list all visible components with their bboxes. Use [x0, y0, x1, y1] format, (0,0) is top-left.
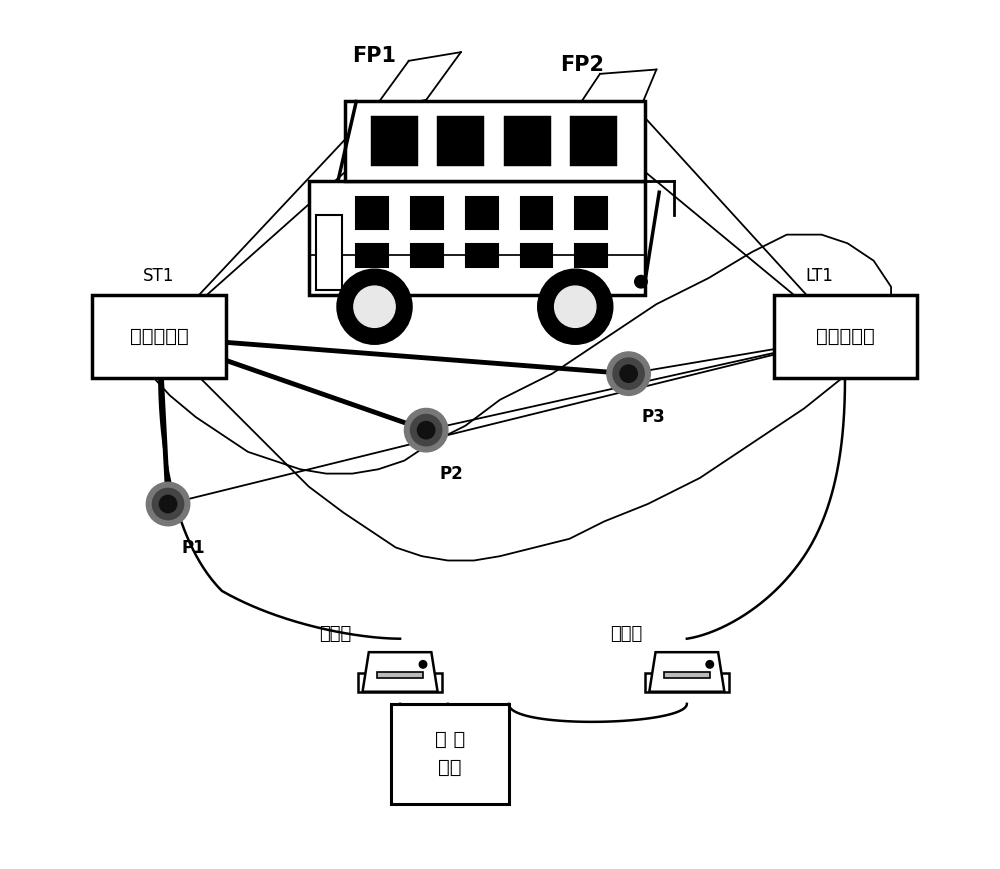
Text: 控制器: 控制器 — [610, 626, 642, 643]
FancyBboxPatch shape — [358, 673, 442, 692]
FancyBboxPatch shape — [505, 117, 550, 165]
Circle shape — [404, 408, 448, 452]
Circle shape — [419, 660, 427, 668]
FancyBboxPatch shape — [309, 181, 645, 295]
Circle shape — [337, 269, 412, 344]
Circle shape — [620, 365, 637, 382]
FancyBboxPatch shape — [571, 117, 616, 165]
Text: 控制器: 控制器 — [319, 626, 351, 643]
Circle shape — [635, 275, 647, 288]
FancyBboxPatch shape — [372, 117, 417, 165]
FancyBboxPatch shape — [466, 196, 498, 229]
Circle shape — [538, 269, 613, 344]
Circle shape — [613, 358, 644, 389]
FancyBboxPatch shape — [316, 216, 342, 289]
FancyBboxPatch shape — [575, 244, 607, 267]
Circle shape — [152, 488, 184, 520]
Text: P2: P2 — [439, 465, 463, 483]
Circle shape — [555, 286, 596, 328]
FancyBboxPatch shape — [345, 102, 645, 181]
Circle shape — [410, 415, 442, 446]
Circle shape — [146, 482, 190, 526]
Text: LT1: LT1 — [805, 267, 833, 285]
Circle shape — [706, 660, 714, 668]
FancyBboxPatch shape — [356, 196, 388, 229]
FancyBboxPatch shape — [521, 196, 552, 229]
Text: P3: P3 — [642, 408, 665, 427]
FancyBboxPatch shape — [391, 704, 509, 804]
Text: FP1: FP1 — [352, 46, 396, 67]
FancyBboxPatch shape — [411, 196, 443, 229]
FancyBboxPatch shape — [377, 672, 423, 678]
Circle shape — [159, 495, 177, 513]
FancyBboxPatch shape — [774, 295, 917, 378]
Polygon shape — [363, 652, 438, 692]
FancyBboxPatch shape — [466, 244, 498, 267]
FancyBboxPatch shape — [92, 295, 226, 378]
Text: 激光跟踪仪: 激光跟踪仪 — [816, 328, 875, 346]
Circle shape — [417, 421, 435, 439]
Circle shape — [607, 352, 650, 395]
Text: 控 制
终端: 控 制 终端 — [435, 730, 465, 778]
FancyBboxPatch shape — [411, 244, 443, 267]
FancyBboxPatch shape — [645, 673, 729, 692]
FancyBboxPatch shape — [521, 244, 552, 267]
Circle shape — [354, 286, 395, 328]
FancyBboxPatch shape — [356, 244, 388, 267]
Polygon shape — [649, 652, 724, 692]
FancyBboxPatch shape — [575, 196, 607, 229]
Text: FP2: FP2 — [561, 55, 605, 76]
FancyBboxPatch shape — [664, 672, 710, 678]
Text: P1: P1 — [181, 539, 205, 557]
Text: 陀螺经纬仪: 陀螺经纬仪 — [130, 328, 188, 346]
Text: ST1: ST1 — [143, 267, 175, 285]
FancyBboxPatch shape — [438, 117, 483, 165]
